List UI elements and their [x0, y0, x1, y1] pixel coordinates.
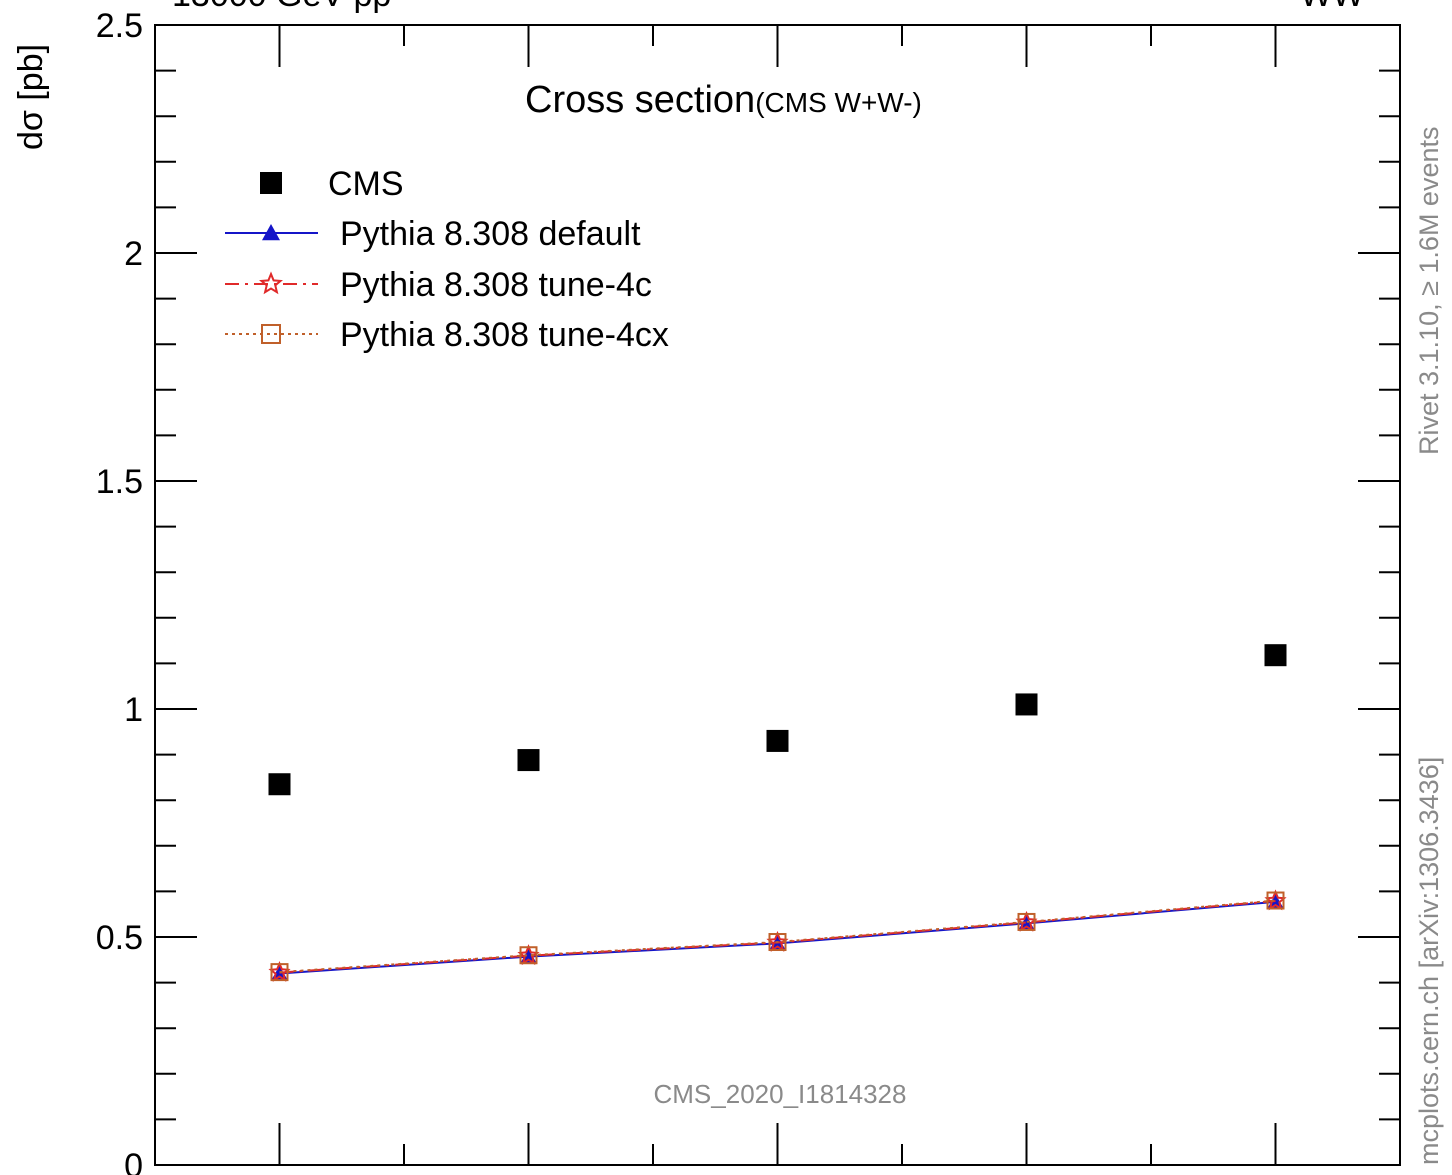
legend-label: Pythia 8.308 tune-4c — [340, 266, 652, 304]
x-axis-ticks — [278, 25, 1277, 1165]
header-right-text: WW — [1300, 0, 1364, 14]
series-1 — [271, 893, 1284, 980]
legend-marker — [261, 324, 281, 344]
y-tick-label: 0 — [124, 1147, 143, 1175]
data-point — [766, 729, 789, 752]
y-tick-label: 2 — [124, 235, 143, 273]
y-tick-label: 2.5 — [96, 7, 143, 45]
series-2 — [268, 889, 1287, 982]
legend-marker — [259, 271, 283, 295]
legend-label: CMS — [328, 165, 404, 203]
legend-label: Pythia 8.308 tune-4cx — [340, 316, 669, 354]
series-3 — [270, 891, 1285, 982]
y-axis-label: dσ [pb] — [12, 43, 50, 150]
header-left-text: 13000 GeV pp — [172, 0, 391, 14]
data-point — [517, 749, 540, 772]
series-layer — [268, 644, 1287, 982]
series-0 — [268, 644, 1287, 796]
y-axis-ticks: 0 0.5 1 1.5 2 2.5 — [96, 7, 1400, 1175]
analysis-label: CMS_2020_I1814328 — [654, 1079, 907, 1109]
legend-item: Pythia 8.308 default — [225, 215, 641, 253]
data-point — [1266, 891, 1285, 910]
y-tick-label: 1.5 — [96, 463, 143, 501]
data-point — [270, 963, 289, 982]
y-tick-label: 0.5 — [96, 919, 143, 957]
legend-marker — [260, 172, 282, 194]
y-tick-label: 1 — [124, 691, 143, 729]
data-point — [1264, 889, 1287, 911]
legend-item: CMS — [260, 165, 404, 203]
data-point — [1264, 644, 1287, 667]
chart-title: Cross section(CMS W+W-) — [525, 79, 922, 121]
data-point — [766, 930, 789, 952]
legend-marker — [262, 224, 280, 241]
side-label-rivet: Rivet 3.1.10, ≥ 1.6M events — [1414, 126, 1444, 455]
legend-label: Pythia 8.308 default — [340, 215, 641, 253]
data-point — [768, 933, 787, 952]
data-point — [1015, 693, 1038, 716]
legend-item: Pythia 8.308 tune-4cx — [225, 316, 669, 354]
series-line — [279, 899, 1276, 974]
data-point — [519, 946, 538, 965]
legend: CMS Pythia 8.308 default Pythia 8.308 tune… — [225, 165, 669, 354]
legend-item: Pythia 8.308 tune-4c — [225, 266, 652, 304]
chart-subtitle: (CMS W+W-) — [755, 87, 922, 118]
data-point — [1015, 910, 1038, 932]
data-point — [1017, 912, 1036, 931]
data-point — [517, 944, 540, 966]
side-label-mcplots: mcplots.cern.ch [arXiv:1306.3436] — [1414, 756, 1444, 1165]
data-point — [268, 961, 291, 982]
data-point — [268, 773, 291, 796]
chart-title-main: Cross section — [525, 79, 755, 121]
